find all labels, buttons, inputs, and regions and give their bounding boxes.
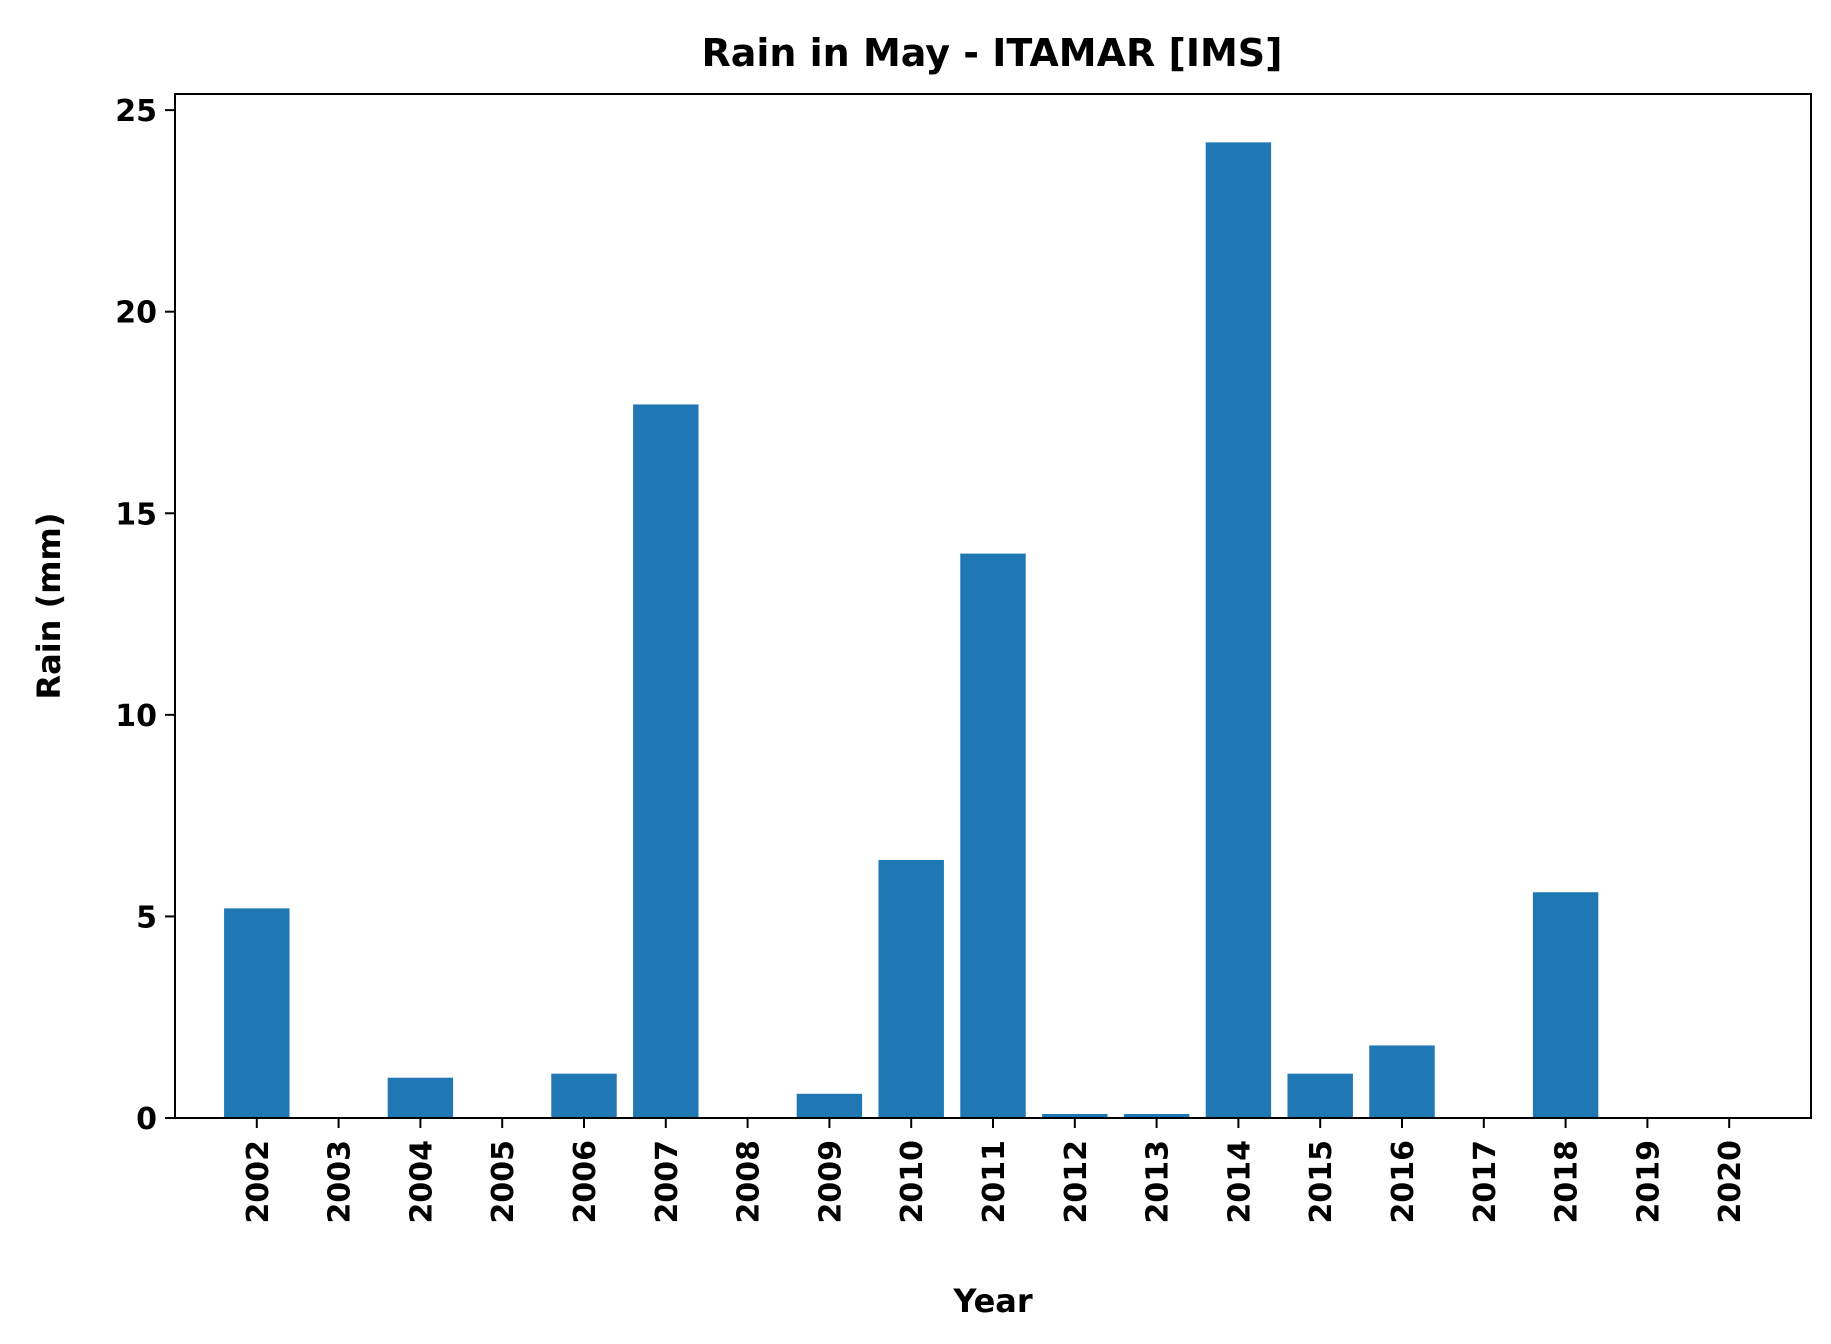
x-tick-label: 2014 [1222, 1140, 1257, 1224]
x-axis-ticks: 2002 2003 2004 2005 2006 2007 2008 2009 2010 2011… [241, 1118, 1748, 1224]
x-tick-label: 2011 [977, 1140, 1012, 1224]
x-tick-label: 2004 [404, 1140, 439, 1224]
bar-2013 [1123, 1113, 1190, 1118]
x-tick-label: 2015 [1304, 1140, 1339, 1224]
y-tick-label: 10 [115, 699, 157, 734]
y-axis-label: Rain (mm) [30, 512, 68, 699]
y-tick-label: 0 [136, 1102, 157, 1137]
x-tick-label: 2016 [1386, 1140, 1421, 1224]
bar-2002 [224, 908, 290, 1118]
bar-2014 [1205, 142, 1272, 1118]
x-tick-label: 2007 [650, 1140, 685, 1224]
bars-layer [224, 142, 1599, 1118]
bar-2009 [796, 1093, 863, 1118]
bar-2011 [960, 553, 1026, 1118]
x-tick-label: 2009 [813, 1140, 848, 1224]
x-tick-label: 2002 [241, 1140, 276, 1224]
bar-2012 [1042, 1113, 1108, 1118]
x-tick-label: 2005 [486, 1140, 521, 1224]
y-tick-label: 20 [115, 296, 157, 331]
y-tick-label: 15 [115, 497, 157, 532]
x-tick-label: 2008 [732, 1140, 767, 1224]
x-tick-label: 2018 [1550, 1140, 1585, 1224]
x-tick-label: 2003 [323, 1140, 358, 1224]
bar-2015 [1287, 1073, 1353, 1118]
x-tick-label: 2012 [1059, 1140, 1094, 1224]
bar-2010 [878, 859, 944, 1118]
x-tick-label: 2019 [1631, 1140, 1666, 1224]
bar-2004 [387, 1077, 454, 1118]
bar-2006 [551, 1073, 617, 1118]
x-tick-label: 2006 [568, 1140, 603, 1224]
bar-2018 [1532, 892, 1599, 1118]
x-tick-label: 2010 [895, 1140, 930, 1224]
y-tick-label: 25 [115, 94, 157, 129]
x-axis-label: Year [952, 1282, 1033, 1320]
chart-title: Rain in May - ITAMAR [IMS] [701, 31, 1282, 75]
y-axis-ticks: 0 5 10 15 20 25 [115, 94, 175, 1137]
y-tick-label: 5 [136, 900, 157, 935]
bar-2016 [1369, 1045, 1435, 1118]
x-tick-label: 2017 [1468, 1140, 1503, 1224]
x-tick-label: 2013 [1141, 1140, 1176, 1224]
x-tick-label: 2020 [1713, 1140, 1748, 1224]
plot-frame [174, 93, 1812, 1119]
bar-2007 [633, 404, 699, 1118]
